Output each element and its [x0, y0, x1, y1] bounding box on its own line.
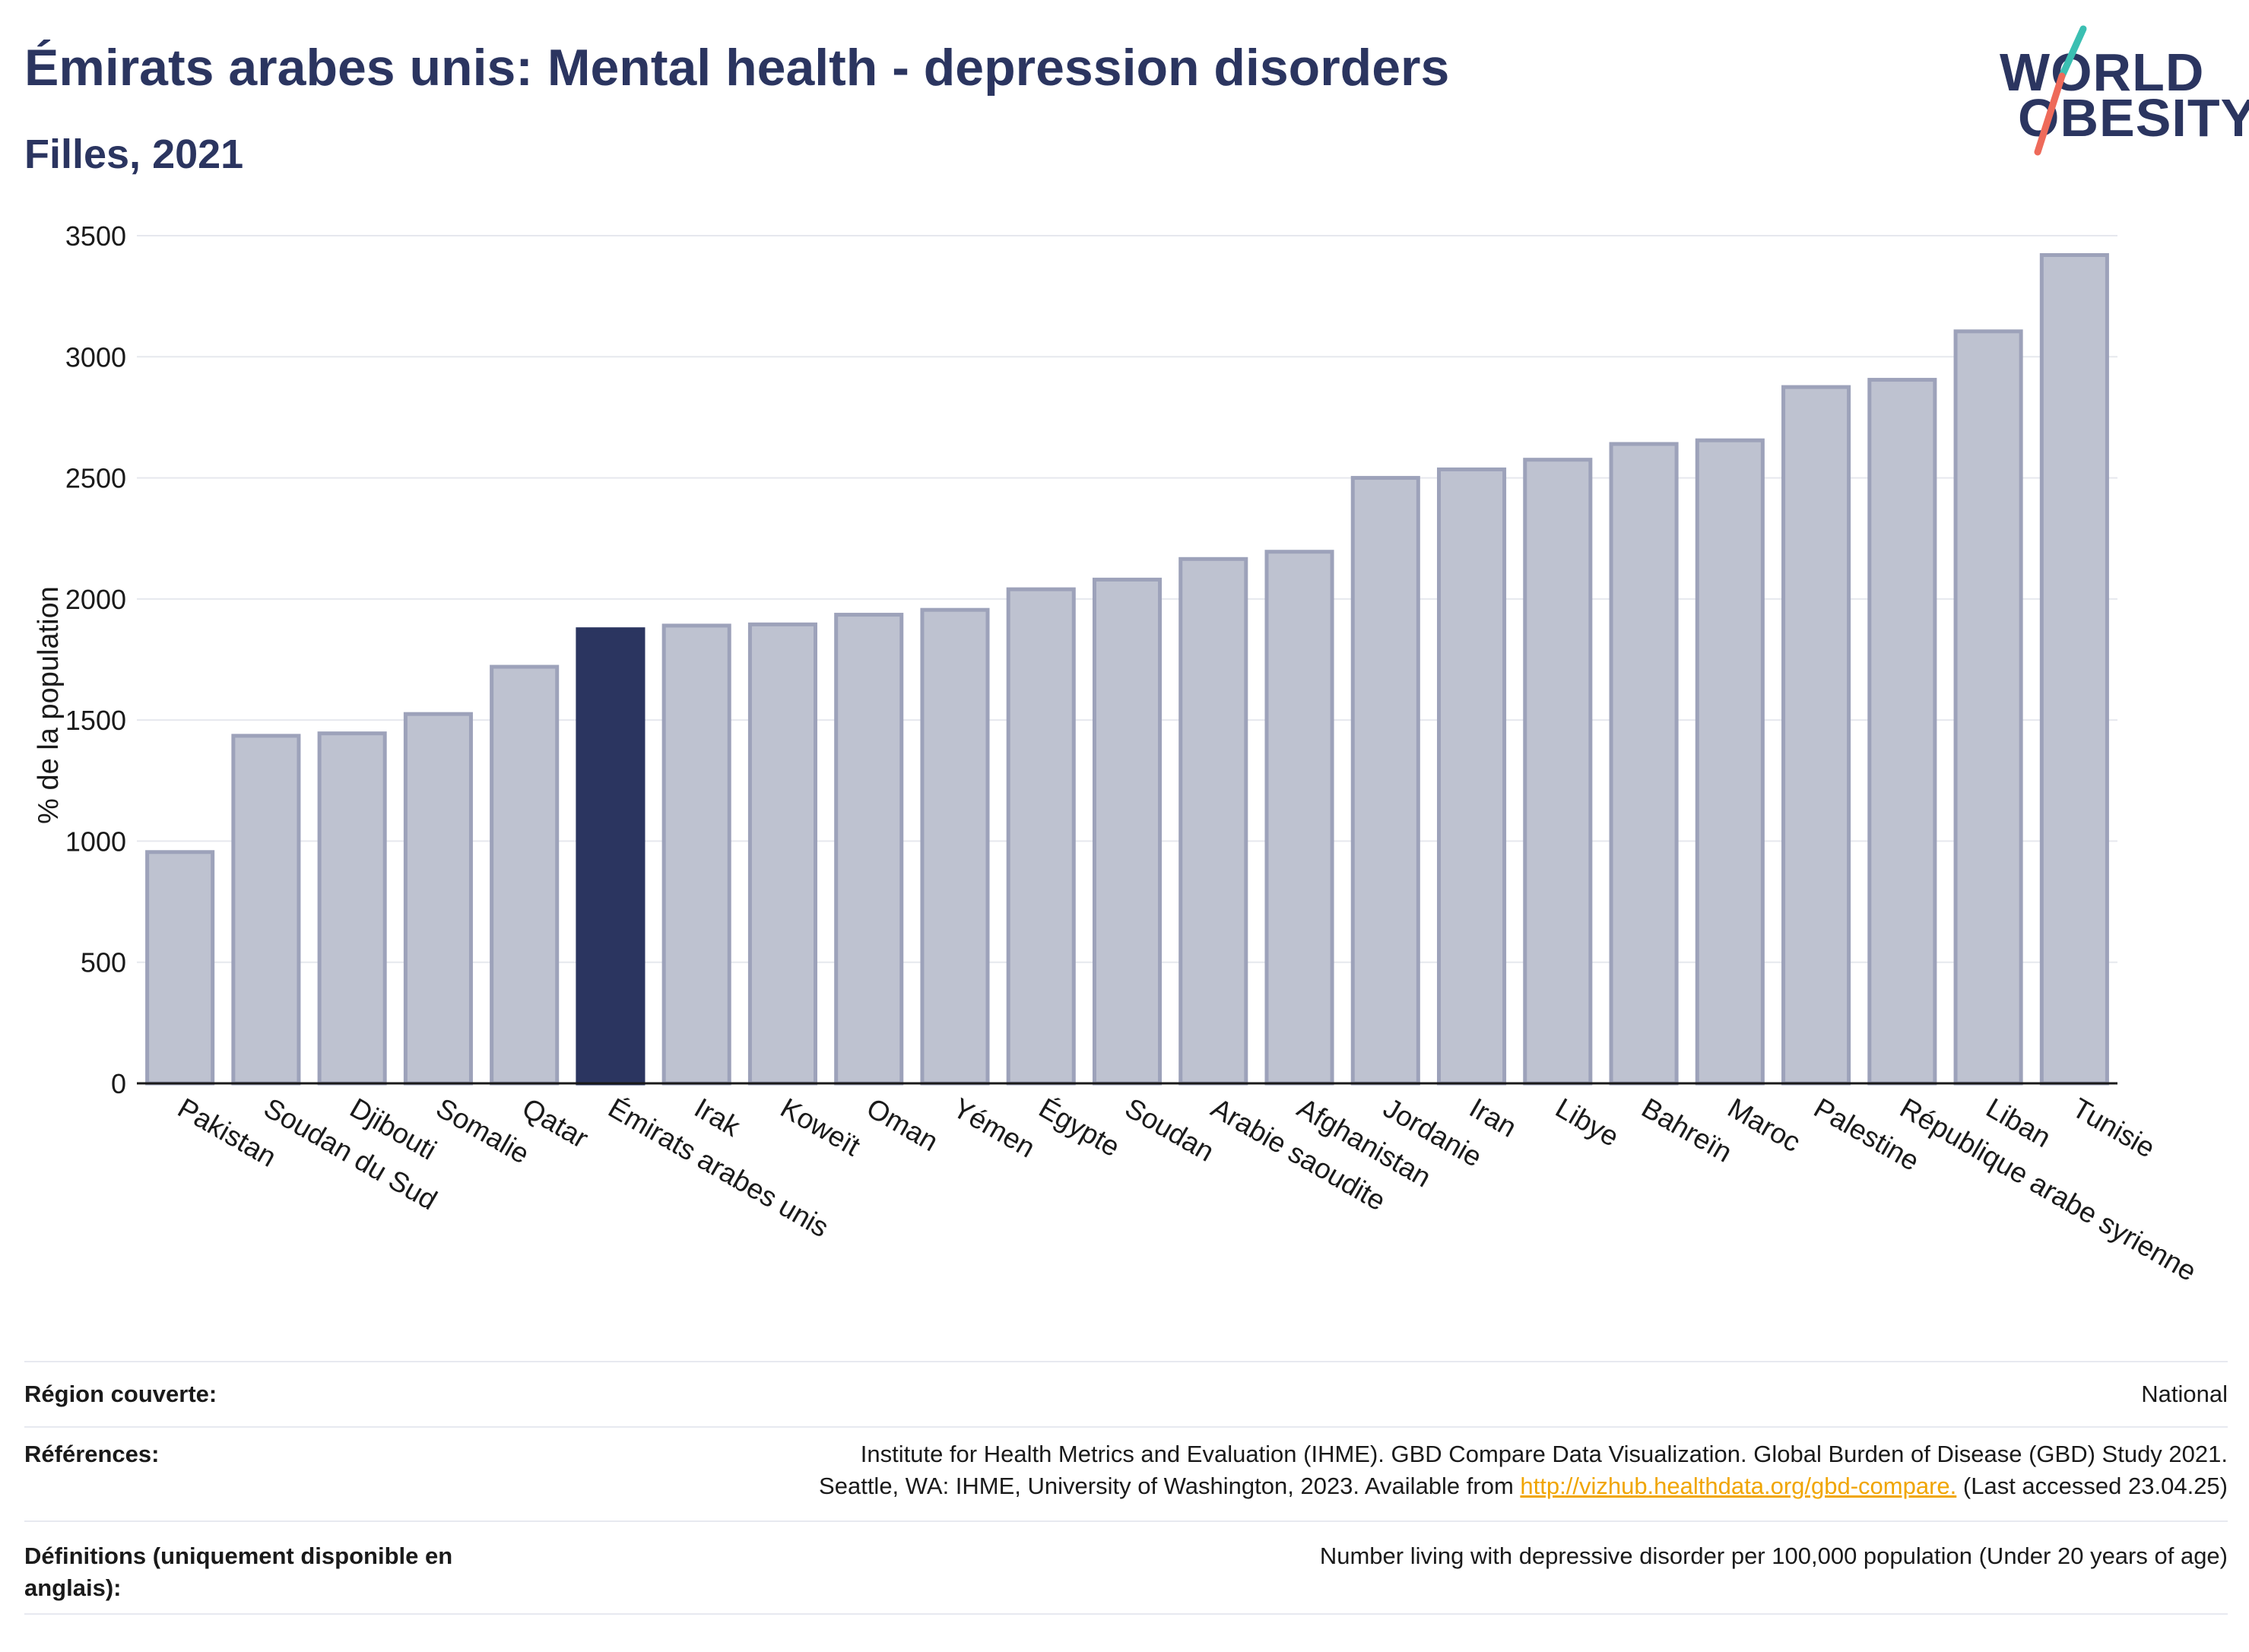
- references-line-2-start: Seattle, WA: IHME, University of Washing…: [819, 1473, 1521, 1499]
- bar-20[interactable]: [1867, 378, 1937, 1086]
- y-tick-label: 3500: [65, 220, 126, 252]
- bars: [137, 252, 2117, 1086]
- definitions-value: Number living with depressive disorder p…: [1319, 1543, 2228, 1569]
- info-row-references: Références: Institute for Health Metrics…: [24, 1426, 2228, 1520]
- bar-7[interactable]: [747, 622, 817, 1086]
- bar-22[interactable]: [2039, 252, 2109, 1086]
- references-value: Institute for Health Metrics and Evaluat…: [819, 1438, 2228, 1520]
- bar-17[interactable]: [1609, 442, 1679, 1086]
- bar-10[interactable]: [1006, 587, 1076, 1086]
- logo-line-1: WORLD: [2000, 43, 2205, 102]
- region-label: Région couverte:: [24, 1381, 217, 1407]
- bar-15[interactable]: [1437, 467, 1507, 1086]
- y-tick-label: 2500: [65, 463, 126, 494]
- region-value: National: [2141, 1381, 2228, 1407]
- info-table: Région couverte: National Références: In…: [24, 1361, 2228, 1615]
- y-tick-label: 1000: [65, 826, 126, 857]
- bar-6[interactable]: [661, 623, 731, 1086]
- y-tick-label: 0: [111, 1068, 126, 1099]
- bar-1[interactable]: [231, 734, 301, 1086]
- bar-8[interactable]: [834, 613, 904, 1086]
- x-category-label: Oman: [861, 1092, 944, 1157]
- x-category-label: Koweït: [776, 1092, 866, 1162]
- bar-chart: 0 500 1000 1500 2000 2500 3000 3500 Pakistan Sou…: [33, 220, 2202, 1287]
- x-category-label: Tunisie: [2067, 1092, 2161, 1163]
- x-category-label: Irak: [690, 1092, 746, 1143]
- y-tick-label: 3000: [65, 341, 126, 373]
- references-line-1: Institute for Health Metrics and Evaluat…: [860, 1441, 2228, 1467]
- logo-slash-icon: [2034, 25, 2087, 156]
- references-link[interactable]: http://vizhub.healthdata.org/gbd-compare…: [1520, 1473, 1957, 1499]
- definitions-label: Définitions (uniquement disponible en an…: [24, 1543, 453, 1601]
- x-category-label: Maroc: [1723, 1092, 1806, 1158]
- bar-16[interactable]: [1523, 458, 1593, 1086]
- info-row-definitions: Définitions (uniquement disponible en an…: [24, 1520, 2228, 1615]
- bar-19[interactable]: [1781, 385, 1851, 1086]
- x-category-label: Soudan: [1120, 1092, 1220, 1167]
- x-category-label: Somalie: [431, 1092, 534, 1169]
- y-tick-labels: 0 500 1000 1500 2000 2500 3000 3500: [65, 220, 126, 1099]
- y-tick-label: 1500: [65, 705, 126, 736]
- x-category-label: Iran: [1464, 1092, 1522, 1143]
- x-category-label: Libye: [1550, 1092, 1624, 1153]
- chart-title: Émirats arabes unis: Mental health - dep…: [24, 39, 1450, 97]
- x-category-label: Bahreïn: [1636, 1092, 1737, 1168]
- bar-12[interactable]: [1178, 556, 1248, 1086]
- bar-0[interactable]: [145, 850, 215, 1086]
- world-obesity-logo: WORLD OBESITY: [1984, 23, 2249, 160]
- bar-3[interactable]: [403, 712, 473, 1086]
- references-label: Références:: [24, 1441, 160, 1467]
- references-line-2-end: (Last accessed 23.04.25): [1956, 1473, 2228, 1499]
- bar-4[interactable]: [490, 664, 560, 1086]
- bar-18[interactable]: [1695, 438, 1765, 1086]
- x-category-label: Yémen: [947, 1092, 1040, 1163]
- bar-9[interactable]: [920, 607, 990, 1086]
- y-axis-title: % de la population: [33, 586, 65, 824]
- y-tick-label: 2000: [65, 584, 126, 615]
- bar-11[interactable]: [1092, 577, 1163, 1086]
- bar-13[interactable]: [1264, 550, 1334, 1086]
- info-row-region: Région couverte: National: [24, 1361, 2228, 1426]
- x-category-label: Pakistan: [173, 1092, 281, 1172]
- bar-21[interactable]: [1953, 329, 2023, 1086]
- bar-5[interactable]: [576, 627, 646, 1086]
- bar-14[interactable]: [1350, 476, 1420, 1086]
- chart-subtitle: Filles, 2021: [24, 132, 244, 177]
- y-tick-label: 500: [81, 947, 126, 978]
- bar-2[interactable]: [317, 731, 387, 1086]
- references-line-2: Seattle, WA: IHME, University of Washing…: [819, 1470, 2228, 1502]
- x-category-label: Égypte: [1034, 1092, 1125, 1162]
